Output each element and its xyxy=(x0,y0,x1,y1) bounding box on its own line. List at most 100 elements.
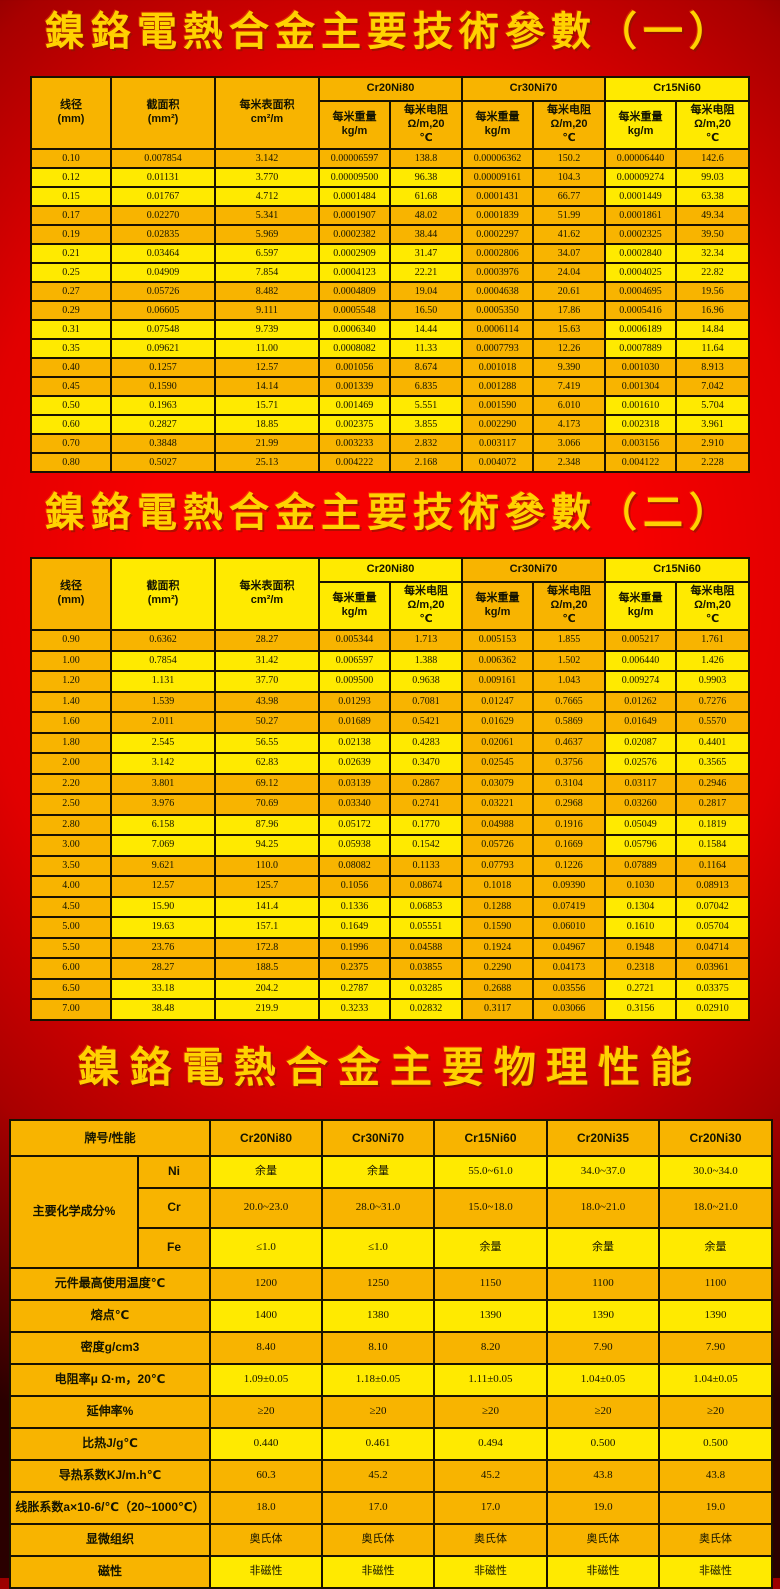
table-row: 0.45 0.1590 14.14 0.001339 6.835 0.001288 7.41… xyxy=(30,376,751,397)
value-cell: 62.83 xyxy=(214,752,320,775)
value-cell: 1100 xyxy=(546,1266,660,1301)
value-cell: ≥20 xyxy=(546,1394,660,1429)
value-cell: 0.0004809 xyxy=(318,281,391,302)
table-row: 0.15 0.01767 4.712 0.0001484 61.68 0.0001431 6… xyxy=(30,186,751,207)
value-cell: 0.006440 xyxy=(604,649,678,672)
value-cell: 0.25 xyxy=(30,262,112,283)
value-cell: 0.04588 xyxy=(388,936,464,959)
column-header-resistance: 每米电阻 Ω/m,20 ℃ xyxy=(388,581,464,631)
value-cell: 0.0007889 xyxy=(604,338,678,359)
value-cell: 2.011 xyxy=(110,711,216,734)
value-cell: 0.01767 xyxy=(110,186,216,207)
value-cell: 0.004072 xyxy=(461,452,535,473)
table-row: 6.00 28.27 188.5 0.2375 0.03855 0.2290 0.04173… xyxy=(30,957,751,980)
value-cell: 0.3565 xyxy=(675,752,751,775)
value-cell: 0.0002806 xyxy=(461,243,535,264)
value-cell: 51.99 xyxy=(532,205,607,226)
value-cell: 0.6362 xyxy=(110,629,216,652)
table-row: 0.40 0.1257 12.57 0.001056 8.674 0.001018 9.39… xyxy=(30,357,751,378)
value-cell: 110.0 xyxy=(214,854,320,877)
value-cell: 34.07 xyxy=(532,243,607,264)
value-cell: 1250 xyxy=(321,1266,435,1301)
property-label: 延伸率% xyxy=(9,1394,211,1429)
value-cell: 0.03285 xyxy=(388,977,464,1000)
value-cell: 4.173 xyxy=(532,414,607,435)
value-cell: 23.76 xyxy=(110,936,216,959)
value-cell: 12.26 xyxy=(532,338,607,359)
value-cell: 48.02 xyxy=(388,205,464,226)
value-cell: 0.27 xyxy=(30,281,112,302)
value-cell: 非磁性 xyxy=(658,1554,773,1589)
value-cell: 0.1649 xyxy=(318,916,391,939)
value-cell: 0.5570 xyxy=(675,711,751,734)
value-cell: 0.1542 xyxy=(388,834,464,857)
element-label: Cr xyxy=(137,1186,211,1229)
value-cell: 3.855 xyxy=(388,414,464,435)
value-cell: 9.390 xyxy=(532,357,607,378)
value-cell: 1.713 xyxy=(388,629,464,652)
value-cell: 0.004222 xyxy=(318,452,391,473)
value-cell: 17.0 xyxy=(321,1490,435,1525)
value-cell: 9.739 xyxy=(214,319,320,340)
value-cell: 0.0001907 xyxy=(318,205,391,226)
value-cell: 0.1584 xyxy=(675,834,751,857)
value-cell: 0.06853 xyxy=(388,895,464,918)
table-row: 2.00 3.142 62.83 0.02639 0.3470 0.02545 0.3756… xyxy=(30,752,751,775)
value-cell: 16.96 xyxy=(675,300,751,321)
value-cell: 0.0005350 xyxy=(461,300,535,321)
value-cell: 余量 xyxy=(321,1154,435,1189)
value-cell: 0.1304 xyxy=(604,895,678,918)
value-cell: 1.761 xyxy=(675,629,751,652)
table-row: 1.00 0.7854 31.42 0.006597 1.388 0.006362 1.50… xyxy=(30,649,751,672)
value-cell: 0.001056 xyxy=(318,357,391,378)
table-row: 0.60 0.2827 18.85 0.002375 3.855 0.002290 4.17… xyxy=(30,414,751,435)
value-cell: 7.069 xyxy=(110,834,216,857)
column-header-weight: 每米重量 kg/m xyxy=(461,581,535,631)
value-cell: 43.8 xyxy=(546,1458,660,1493)
table-row: 5.50 23.76 172.8 0.1996 0.04588 0.1924 0.04967… xyxy=(30,936,751,959)
value-cell: 87.96 xyxy=(214,813,320,836)
value-cell: 0.2968 xyxy=(532,793,607,816)
column-header-weight: 每米重量 kg/m xyxy=(318,100,391,150)
value-cell: 0.02270 xyxy=(110,205,216,226)
value-cell: 0.00006597 xyxy=(318,148,391,169)
value-cell: 7.042 xyxy=(675,376,751,397)
value-cell: 0.01293 xyxy=(318,690,391,713)
value-cell: 8.482 xyxy=(214,281,320,302)
value-cell: 30.0~34.0 xyxy=(658,1154,773,1189)
value-cell: 0.60 xyxy=(30,414,112,435)
value-cell: 15.63 xyxy=(532,319,607,340)
table-row: 电阻率μ Ω·m，20℃ 1.09±0.05 1.18±0.05 1.11±0.05 1… xyxy=(9,1362,773,1397)
value-cell: 94.25 xyxy=(214,834,320,857)
property-label: 比热J/g℃ xyxy=(9,1426,211,1461)
value-cell: 5.969 xyxy=(214,224,320,245)
value-cell: 0.1336 xyxy=(318,895,391,918)
value-cell: 125.7 xyxy=(214,875,320,898)
value-cell: 0.00009274 xyxy=(604,167,678,188)
physical-properties-table: 牌号/性能 Cr20Ni80 Cr30Ni70 Cr15Ni60 Cr20Ni3… xyxy=(9,1118,773,1589)
value-cell: 0.03139 xyxy=(318,772,391,795)
value-cell: 5.551 xyxy=(388,395,464,416)
value-cell: 1.18±0.05 xyxy=(321,1362,435,1397)
value-cell: 0.3756 xyxy=(532,752,607,775)
value-cell: 0.9638 xyxy=(388,670,464,693)
value-cell: 奥氏体 xyxy=(546,1522,660,1557)
value-cell: 3.770 xyxy=(214,167,320,188)
value-cell: 31.47 xyxy=(388,243,464,264)
value-cell: 0.03221 xyxy=(461,793,535,816)
value-cell: 204.2 xyxy=(214,977,320,1000)
value-cell: 45.2 xyxy=(433,1458,548,1493)
table-row: 5.00 19.63 157.1 0.1649 0.05551 0.1590 0.06010… xyxy=(30,916,751,939)
value-cell: 22.21 xyxy=(388,262,464,283)
value-cell: 0.2827 xyxy=(110,414,216,435)
value-cell: 1.388 xyxy=(388,649,464,672)
value-cell: ≥20 xyxy=(209,1394,323,1429)
value-cell: ≥20 xyxy=(321,1394,435,1429)
table-row: 主要化学成分% Ni 余量 余量 55.0~61.0 34.0~37.0 30.0~34.0 xyxy=(9,1154,773,1269)
value-cell: 0.07419 xyxy=(532,895,607,918)
value-cell: 14.44 xyxy=(388,319,464,340)
value-cell: 0.0004025 xyxy=(604,262,678,283)
value-cell: 0.1018 xyxy=(461,875,535,898)
value-cell: 28.27 xyxy=(110,957,216,980)
value-cell: 2.348 xyxy=(532,452,607,473)
